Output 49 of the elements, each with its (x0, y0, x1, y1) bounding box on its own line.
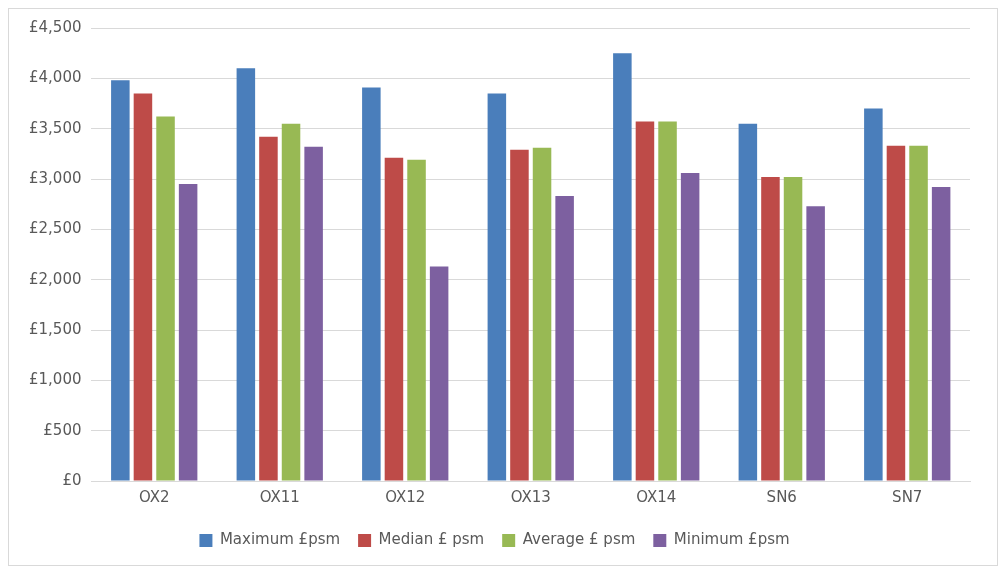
y-tick-label: £500 (43, 420, 82, 439)
bar (555, 196, 574, 481)
bar (909, 145, 928, 481)
bar (259, 136, 278, 481)
bar (680, 172, 700, 481)
y-tick-label: £3,000 (28, 168, 82, 187)
bar (281, 123, 301, 481)
x-tick-label: OX2 (138, 487, 170, 506)
bar (429, 266, 449, 481)
bar (806, 206, 825, 481)
legend-label: Maximum £psm (219, 530, 341, 549)
x-tick-label: OX12 (385, 487, 426, 506)
x-tick-label: OX13 (510, 487, 551, 506)
bar (178, 184, 198, 481)
y-tick-label: £0 (62, 470, 82, 489)
bar (304, 146, 323, 481)
bar (613, 53, 632, 481)
legend-label: Average £ psm (522, 530, 636, 549)
y-tick-label: £1,000 (28, 370, 82, 389)
bar (761, 176, 780, 481)
y-tick-label: £4,500 (28, 17, 82, 36)
bar (635, 121, 655, 481)
bar (886, 145, 906, 481)
bar (407, 159, 426, 481)
bar (738, 123, 758, 481)
bar (236, 68, 256, 481)
bar (156, 116, 175, 481)
bar (931, 187, 951, 481)
x-tick-label: OX14 (636, 487, 677, 506)
bar (783, 176, 803, 481)
x-tick-label: SN6 (766, 487, 797, 506)
bar (658, 121, 677, 481)
bar (864, 108, 883, 481)
bar (487, 93, 507, 481)
bar (384, 157, 404, 481)
bar (133, 93, 153, 481)
y-tick-label: £1,500 (28, 319, 82, 338)
bar (532, 147, 552, 481)
y-tick-label: £2,500 (28, 219, 82, 238)
y-tick-label: £4,000 (28, 68, 82, 87)
x-tick-label: SN7 (892, 487, 923, 506)
y-tick-label: £3,500 (28, 118, 82, 137)
x-tick-label: OX11 (259, 487, 300, 506)
y-tick-label: £2,000 (28, 269, 82, 288)
bar (362, 87, 381, 481)
bar (111, 80, 130, 481)
legend-label: Minimum £psm (673, 530, 790, 549)
legend-label: Median £ psm (378, 530, 485, 549)
bar (510, 149, 529, 481)
